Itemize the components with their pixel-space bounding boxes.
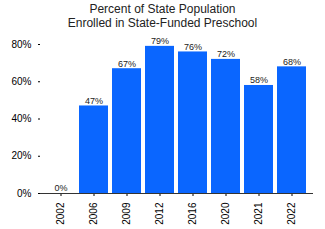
svg-text:47%: 47% — [85, 96, 103, 106]
html-text:Percent of State Population En: Percent of State Population Enrolled in … — [67, 2, 258, 30]
svg-text:2009: 2009 — [121, 202, 132, 225]
svg-text:2016: 2016 — [187, 202, 198, 225]
svg-text:76%: 76% — [184, 42, 202, 52]
svg-text:2020: 2020 — [220, 202, 231, 225]
svg-text:2012: 2012 — [154, 202, 165, 225]
svg-text:0%: 0% — [54, 183, 67, 193]
svg-text:58%: 58% — [250, 75, 268, 85]
svg-text:60%: 60% — [11, 76, 31, 87]
svg-text:67%: 67% — [118, 59, 136, 69]
svg-text:72%: 72% — [217, 49, 235, 59]
svg-text:2006: 2006 — [88, 202, 99, 225]
svg-text:20%: 20% — [11, 150, 31, 161]
svg-text:2021: 2021 — [253, 202, 264, 225]
svg-text:2002: 2002 — [55, 202, 66, 225]
svg-text:68%: 68% — [283, 57, 301, 67]
svg-text:2022: 2022 — [286, 202, 297, 225]
svg-text:80%: 80% — [11, 39, 31, 50]
svg-text:79%: 79% — [151, 36, 169, 46]
svg-text:40%: 40% — [11, 113, 31, 124]
svg-text:0%: 0% — [17, 188, 32, 199]
